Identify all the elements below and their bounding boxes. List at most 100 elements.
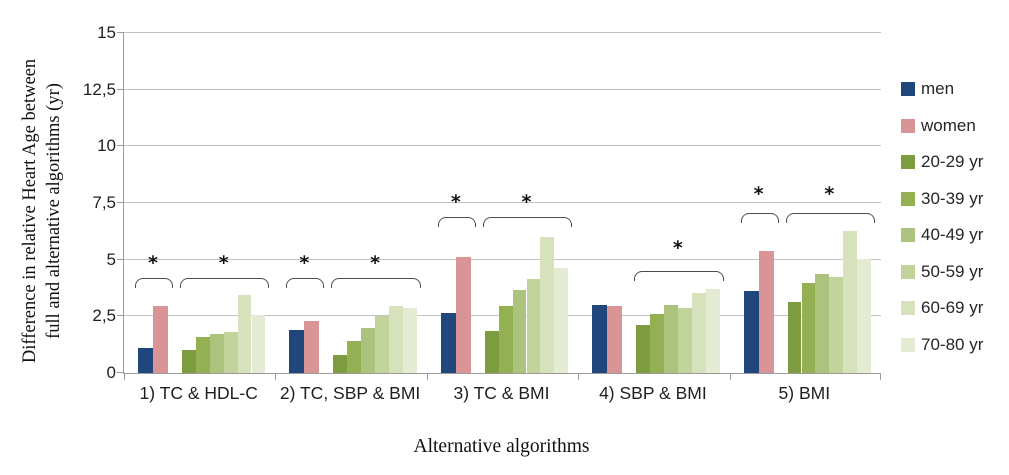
- bar-20-29-yr: [484, 331, 499, 373]
- significance-bracket: [286, 277, 325, 288]
- significance-bracket: [135, 277, 173, 288]
- legend-item-men: men: [901, 79, 1007, 99]
- y-axis-tick-mark: [117, 145, 124, 147]
- bar-women: [455, 257, 471, 373]
- y-axis-tick-mark: [117, 202, 124, 203]
- significance-asterisk: *: [824, 182, 835, 205]
- y-tick-label: 0: [106, 363, 116, 382]
- significance-asterisk: *: [370, 251, 381, 274]
- bar-20-29-yr: [333, 354, 348, 373]
- bar-women: [153, 306, 168, 373]
- legend-label: men: [921, 79, 955, 98]
- significance-asterisk: *: [521, 190, 532, 213]
- legend-swatch-icon: [901, 264, 915, 279]
- legend-label: women: [921, 115, 976, 135]
- x-axis-tick-mark: [729, 373, 731, 380]
- bar-women: [607, 306, 623, 373]
- legend-item-women: women: [901, 116, 1007, 136]
- significance-bracket: [437, 216, 476, 227]
- y-tick-label: 5: [106, 249, 116, 269]
- y-axis-title-line1: Difference in relative Heart Age between: [20, 58, 40, 364]
- y-tick-label: 12,5: [82, 79, 116, 99]
- x-axis-tick-mark: [578, 373, 580, 380]
- x-axis-tick-mark: [275, 373, 277, 380]
- significance-bracket: [482, 216, 573, 227]
- bar-women: [758, 250, 774, 373]
- bar-30-39-yr: [347, 341, 362, 373]
- legend-item-20-29-yr: 20-29 yr: [901, 152, 1007, 172]
- x-axis-tick-mark: [426, 373, 428, 380]
- bar-70-80-yr: [402, 308, 417, 373]
- legend-label: 20-29 yr: [921, 152, 984, 171]
- bar-50-59-yr: [829, 276, 844, 373]
- legend-swatch-icon: [901, 228, 915, 242]
- significance-asterisk: *: [753, 182, 764, 205]
- legend-item-50-59-yr: 50-59 yr: [901, 262, 1007, 282]
- bar-men: [592, 305, 608, 373]
- bar-40-49-yr: [361, 327, 376, 373]
- legend-label: 70-80 yr: [921, 334, 984, 354]
- bar-60-69-yr: [540, 237, 555, 373]
- bar-women: [304, 320, 320, 373]
- y-tick-label: 10: [97, 136, 116, 156]
- y-tick-label: 2,5: [92, 306, 116, 326]
- legend-swatch-icon: [901, 191, 915, 206]
- x-category-label: 2) TC, SBP & BMI: [279, 383, 421, 403]
- gridline: [124, 88, 881, 90]
- bar-men: [440, 312, 456, 373]
- bar-40-49-yr: [209, 334, 224, 373]
- x-category-label: 4) SBP & BMI: [599, 383, 707, 403]
- bar-60-69-yr: [691, 292, 706, 373]
- significance-bracket: [180, 277, 270, 288]
- bar-30-39-yr: [195, 336, 210, 373]
- bar-50-59-yr: [677, 308, 692, 373]
- legend-swatch-icon: [901, 118, 915, 133]
- legend-label: 60-69 yr: [921, 298, 984, 317]
- bar-60-69-yr: [237, 294, 252, 373]
- bar-20-29-yr: [182, 350, 196, 373]
- bar-70-80-yr: [705, 289, 720, 373]
- x-category-label: 3) TC & BMI: [453, 383, 550, 403]
- bar-30-39-yr: [650, 314, 664, 373]
- x-axis-tick-mark: [124, 373, 125, 380]
- x-axis-category-labels: 1) TC & HDL-C 2) TC, SBP & BMI 3) TC & BMI…: [123, 382, 880, 406]
- y-axis-tick-labels: 0 2,5 5 7,5 10 12,5 15: [48, 0, 116, 475]
- bar-40-49-yr: [815, 274, 830, 373]
- bar-60-69-yr: [389, 306, 403, 373]
- legend-label: 30-39 yr: [921, 188, 984, 208]
- significance-bracket: [331, 277, 421, 288]
- y-tick-label: 15: [97, 23, 116, 42]
- gridline: [124, 145, 881, 147]
- significance-bracket: [785, 213, 875, 224]
- bar-70-80-yr: [857, 258, 871, 373]
- y-axis-tick-mark: [117, 258, 124, 260]
- x-axis-title: Alternative algorithms: [413, 436, 590, 457]
- plot-area: * * * * * * * * *: [117, 32, 881, 380]
- y-axis-tick-mark: [117, 372, 124, 373]
- legend-swatch-icon: [901, 155, 915, 169]
- legend-label: 40-49 yr: [921, 225, 984, 244]
- legend-item-60-69-yr: 60-69 yr: [901, 298, 1007, 318]
- bar-20-29-yr: [636, 325, 651, 373]
- bar-50-59-yr: [526, 278, 541, 373]
- bar-40-49-yr: [512, 290, 527, 373]
- bar-men: [743, 291, 759, 373]
- y-tick-label: 7,5: [92, 193, 116, 212]
- legend-label: 50-59 yr: [921, 261, 984, 281]
- gridline: [124, 258, 881, 260]
- significance-asterisk: *: [299, 251, 310, 274]
- significance-asterisk: *: [218, 251, 229, 274]
- gridline: [124, 202, 881, 203]
- bar-men: [289, 329, 305, 373]
- x-category-label: 5) BMI: [778, 383, 831, 403]
- bar-40-49-yr: [664, 305, 678, 373]
- legend-swatch-icon: [901, 337, 915, 352]
- bar-30-39-yr: [801, 283, 816, 373]
- bar-60-69-yr: [843, 231, 858, 373]
- legend-item-30-39-yr: 30-39 yr: [901, 189, 1007, 209]
- x-category-label: 1) TC & HDL-C: [139, 383, 258, 403]
- significance-asterisk: *: [672, 237, 683, 260]
- x-axis-tick-mark: [880, 373, 881, 380]
- gridline: [124, 32, 881, 33]
